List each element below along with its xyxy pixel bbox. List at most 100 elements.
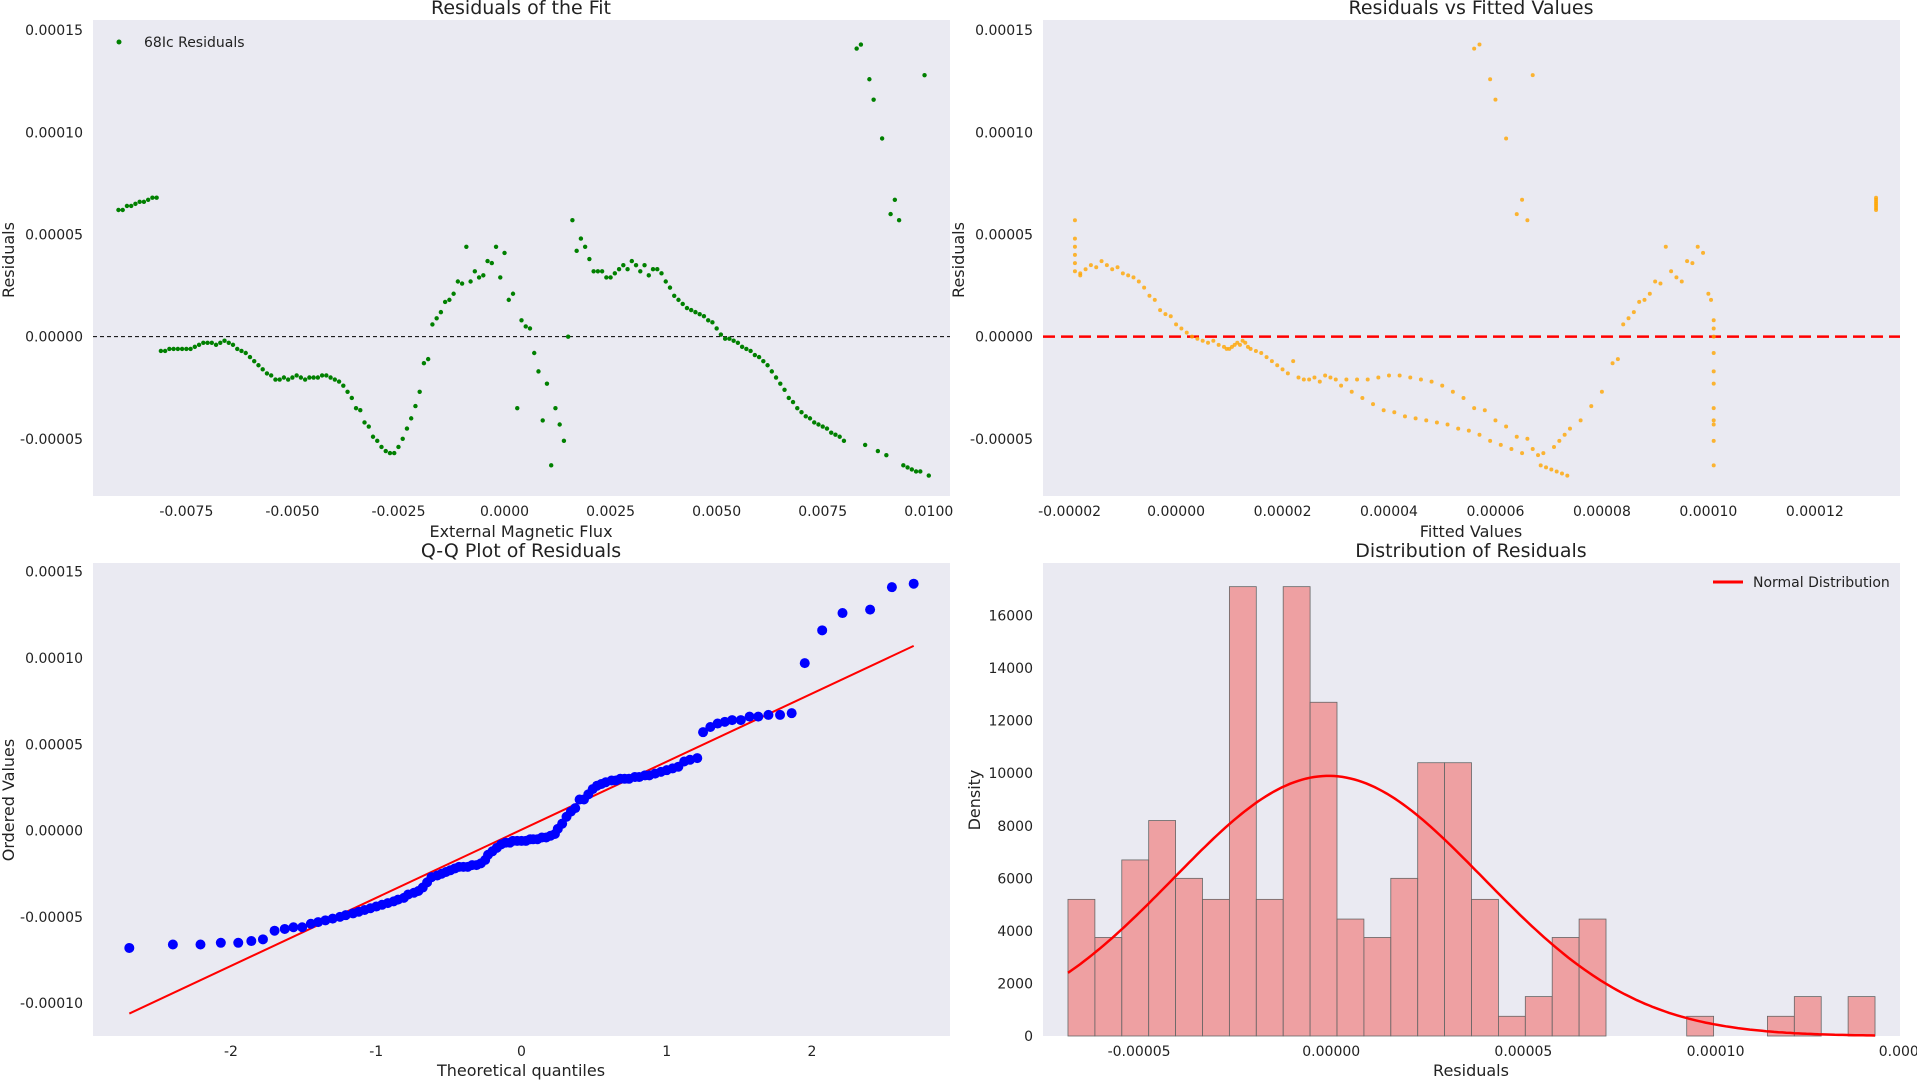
qq-point [124,942,135,953]
residual-point [803,414,808,419]
fitted-residual-point [1711,326,1716,331]
fitted-residual-point [1552,444,1557,449]
residual-point [252,358,257,364]
residual-point [302,377,308,382]
qq-point [269,925,280,936]
residuals-fit-x-tick-label: 0.0025 [586,504,635,520]
qq-point [297,922,308,933]
fitted-residual-point [1504,136,1509,141]
residual-point [277,377,282,382]
fitted-residual-point [1088,263,1093,268]
residual-point [676,297,681,303]
residual-point [392,450,397,456]
residual-point [858,42,864,47]
fitted-residual-point [1711,438,1716,443]
residual-point [769,369,775,374]
distribution-y-ticks: 0 2000 4000 6000 8000 10000 12000 14000 16000 [988,609,1033,1045]
residual-point [621,262,626,268]
fitted-residual-point [1078,271,1083,276]
fitted-residual-point [1549,467,1554,472]
fitted-residual-point [1472,406,1477,411]
qq-plot-panel: -2 -1 0 1 2 -0.00010 -0.00005 0.00000 0.00005 0.… [0,540,950,1080]
residual-point [243,350,248,356]
residuals-vs-fitted-y-tick-label: 0.00010 [975,125,1033,141]
fitted-residual-point [1610,361,1615,366]
residual-point [824,426,830,431]
fitted-residual-point [1514,434,1519,439]
fitted-residual-point [1482,408,1487,413]
distribution-normal-curve [1067,774,1876,1037]
residual-point [672,293,677,298]
distribution-y-tick-label: 4000 [997,924,1033,940]
residual-point [459,281,465,286]
histogram-bar [1444,762,1472,1037]
fitted-residual-point [1711,318,1716,323]
fitted-residual-point [1237,342,1242,347]
residuals-fit-y-tick-label: 0.00000 [25,330,83,346]
residual-point [867,77,872,82]
fitted-residual-point [1653,279,1658,284]
distribution-x-tick-label: 0.00010 [1687,1044,1745,1060]
residuals-fit-panel: -0.0075 -0.0050 -0.0025 0.0000 0.0025 0.0050 0… [0,0,953,541]
residual-point [892,197,898,202]
residual-point [425,356,431,362]
qq-point [233,937,244,948]
fitted-residual-point [1669,269,1674,274]
residual-point [718,332,724,337]
residual-point [714,326,719,331]
residual-point [239,348,244,354]
qq-point [246,936,257,947]
residual-point [370,434,376,439]
fitted-residual-point [1589,404,1594,409]
distribution-x-tick-label: 0.00000 [1302,1044,1360,1060]
residual-point [213,342,219,348]
residual-point [748,348,753,354]
residual-point [582,244,588,249]
distribution-y-tick-label: 6000 [997,871,1033,887]
qq-plot-y-tick-label: 0.00015 [25,565,83,581]
residual-point [515,405,520,411]
fitted-residual-point [1554,469,1559,474]
residual-point [510,291,516,296]
fitted-residual-point [1275,363,1280,368]
fitted-residual-point [1615,357,1620,362]
fitted-residual-point [1701,250,1706,255]
qq-point [837,608,848,619]
fitted-residual-point [1466,428,1471,433]
distribution-y-tick-label: 2000 [997,976,1033,992]
fitted-residual-point [1285,371,1290,376]
residual-point [608,275,613,280]
residual-point [795,405,800,411]
distribution-x-tick-label: 0.00015 [1879,1044,1917,1060]
qq-plot-x-tick-label: -1 [369,1044,383,1060]
fitted-residual-point [1355,377,1360,382]
residual-point [875,448,881,454]
residual-point [816,422,821,427]
residual-point [519,318,524,323]
residuals-vs-fitted-x-label: Fitted Values [1420,522,1522,541]
residual-point [544,381,550,386]
fitted-residual-point [1477,432,1482,437]
fitted-residual-point [1565,473,1570,478]
histogram-bar [1686,1015,1715,1037]
residual-point [158,348,164,354]
residual-point [196,342,202,348]
distribution-x-ticks: -0.00005 0.00000 0.00005 0.00010 0.00015 [1108,1044,1917,1060]
distribution-legend-label: Normal Distribution [1753,575,1890,591]
residual-point [689,307,694,313]
residual-point [128,203,134,209]
residual-point [451,291,456,296]
qq-point [744,711,755,722]
residual-point [408,416,414,421]
residual-point [290,375,295,380]
distribution-y-tick-label: 12000 [988,714,1033,730]
residual-point [561,438,567,444]
fitted-residual-point [1158,308,1163,313]
residual-point [527,326,533,331]
fitted-residual-point [1094,265,1099,270]
residual-point [145,197,151,202]
residuals-vs-fitted-points [1072,42,1879,478]
residual-point [353,405,359,411]
residual-point [150,195,155,200]
residual-point [918,469,923,474]
